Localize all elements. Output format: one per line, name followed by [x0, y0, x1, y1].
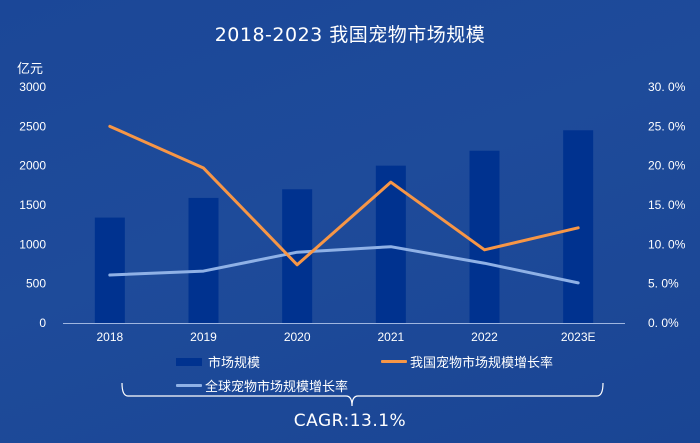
y2-tick-label: 20. 0% [648, 159, 686, 173]
y-tick-label: 3000 [19, 80, 46, 94]
bar-2019 [188, 197, 219, 323]
legend-item-global-growth: 全球宠物市场规模增长率 [176, 376, 348, 395]
x-tick-label: 2018 [96, 330, 123, 344]
y-tick-label: 1500 [19, 198, 46, 212]
y-tick-label: 2000 [19, 159, 46, 173]
bar-2022 [469, 150, 500, 323]
y-tick-label: 2500 [19, 119, 46, 133]
bar-series-market-size [94, 130, 594, 323]
legend-label: 市场规模 [208, 356, 261, 371]
y-tick-label: 500 [26, 277, 46, 291]
x-tick-label: 2023E [561, 330, 596, 344]
x-tick-label: 2021 [377, 330, 404, 344]
chart-title: 2018-2023 我国宠物市场规模 [214, 24, 486, 46]
legend-item-market-size: 市场规模 [176, 352, 260, 371]
legend-line-swatch [381, 360, 407, 363]
line-series-global-growth [108, 245, 580, 285]
x-tick-label: 2020 [284, 330, 311, 344]
legend-line-swatch [176, 384, 202, 387]
x-tick-label: 2022 [471, 330, 498, 344]
cagr-brace [121, 382, 604, 407]
y2-tick-label: 30. 0% [648, 80, 686, 94]
y2-tick-label: 10. 0% [648, 237, 686, 251]
y2-tick-label: 15. 0% [648, 198, 686, 212]
legend-label: 全球宠物市场规模增长率 [205, 380, 349, 395]
y2-tick-label: 0. 0% [648, 316, 679, 330]
y-tick-label: 1000 [19, 237, 46, 251]
y-axis-left: 0 500 1000 1500 2000 2500 3000 [19, 80, 46, 330]
legend-bar-swatch [176, 357, 202, 366]
legend-item-domestic-growth: 我国宠物市场规模增长率 [381, 352, 553, 371]
x-axis: 2018 2019 2020 2021 2022 2023E [96, 330, 595, 344]
y-tick-label: 0 [39, 316, 46, 330]
bar-2018 [94, 217, 125, 323]
y-axis-unit-label: 亿元 [17, 62, 44, 77]
x-tick-label: 2019 [190, 330, 217, 344]
cagr-annotation: CAGR:13.1% [293, 411, 407, 431]
y2-tick-label: 25. 0% [648, 119, 686, 133]
y2-tick-label: 5. 0% [648, 277, 679, 291]
legend-label: 我国宠物市场规模增长率 [410, 356, 554, 371]
y-axis-right: 0. 0% 5. 0% 10. 0% 15. 0% 20. 0% 25. 0% 30. 0% [648, 80, 686, 330]
line-series-domestic-growth [108, 124, 580, 267]
